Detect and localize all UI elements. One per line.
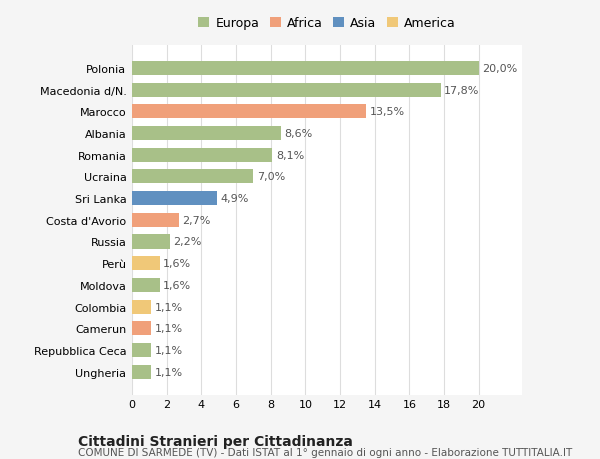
Bar <box>132 343 151 357</box>
Text: 1,1%: 1,1% <box>155 345 182 355</box>
Bar <box>132 105 366 119</box>
Text: 20,0%: 20,0% <box>482 64 517 74</box>
Text: 1,1%: 1,1% <box>155 367 182 377</box>
Text: 8,6%: 8,6% <box>284 129 313 139</box>
Text: 2,7%: 2,7% <box>182 215 211 225</box>
Bar <box>132 84 440 97</box>
Bar <box>132 365 151 379</box>
Bar <box>132 62 479 76</box>
Bar <box>132 148 272 162</box>
Text: 2,2%: 2,2% <box>173 237 202 247</box>
Text: 1,6%: 1,6% <box>163 258 191 269</box>
Bar <box>132 127 281 141</box>
Text: 1,1%: 1,1% <box>155 302 182 312</box>
Text: COMUNE DI SARMEDE (TV) - Dati ISTAT al 1° gennaio di ogni anno - Elaborazione TU: COMUNE DI SARMEDE (TV) - Dati ISTAT al 1… <box>78 448 572 458</box>
Text: 13,5%: 13,5% <box>370 107 404 117</box>
Legend: Europa, Africa, Asia, America: Europa, Africa, Asia, America <box>198 17 456 30</box>
Text: 4,9%: 4,9% <box>220 194 249 204</box>
Text: 1,1%: 1,1% <box>155 324 182 334</box>
Text: 7,0%: 7,0% <box>257 172 285 182</box>
Bar <box>132 235 170 249</box>
Bar <box>132 257 160 271</box>
Bar <box>132 192 217 206</box>
Bar <box>132 300 151 314</box>
Bar <box>132 321 151 336</box>
Text: 1,6%: 1,6% <box>163 280 191 290</box>
Text: Cittadini Stranieri per Cittadinanza: Cittadini Stranieri per Cittadinanza <box>78 434 353 448</box>
Bar <box>132 278 160 292</box>
Text: 17,8%: 17,8% <box>444 85 479 95</box>
Text: 8,1%: 8,1% <box>276 151 304 160</box>
Bar <box>132 213 179 227</box>
Bar <box>132 170 253 184</box>
